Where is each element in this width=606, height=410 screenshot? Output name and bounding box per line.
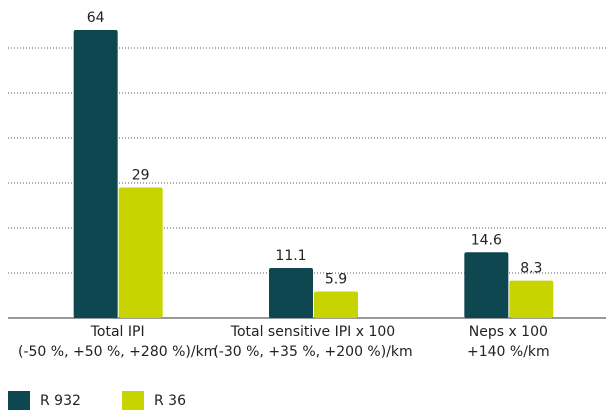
x-tick-label: Total sensitive IPI x 100 (-30 %, +35 %, … bbox=[213, 324, 412, 360]
legend-label: R 36 bbox=[154, 393, 186, 409]
x-tick-label-line: Total IPI bbox=[90, 324, 145, 340]
x-tick-label-line: +140 %/km bbox=[467, 344, 550, 360]
x-tick-label-line: Total sensitive IPI x 100 bbox=[230, 324, 395, 340]
bar bbox=[509, 280, 554, 318]
bar bbox=[269, 268, 313, 318]
bar bbox=[464, 252, 509, 318]
x-tick-label: Neps x 100 +140 %/km bbox=[467, 324, 550, 360]
x-tick-label: Total IPI (-50 %, +50 %, +280 %)/km bbox=[18, 324, 217, 360]
x-tick-label-line: Neps x 100 bbox=[469, 324, 548, 340]
value-label: 11.1 bbox=[275, 248, 306, 264]
bar bbox=[73, 30, 118, 318]
value-label: 64 bbox=[87, 10, 105, 26]
value-label: 8.3 bbox=[520, 261, 542, 277]
value-label: 5.9 bbox=[325, 271, 347, 287]
x-tick-label-line: (-30 %, +35 %, +200 %)/km bbox=[213, 344, 412, 360]
value-label: 29 bbox=[132, 168, 150, 184]
legend-label: R 932 bbox=[40, 393, 81, 409]
legend-swatch bbox=[122, 391, 144, 410]
value-label: 14.6 bbox=[471, 232, 502, 248]
bar bbox=[118, 187, 163, 318]
legend-swatch bbox=[8, 391, 30, 410]
x-tick-label-line: (-50 %, +50 %, +280 %)/km bbox=[18, 344, 217, 360]
bar bbox=[314, 291, 358, 318]
